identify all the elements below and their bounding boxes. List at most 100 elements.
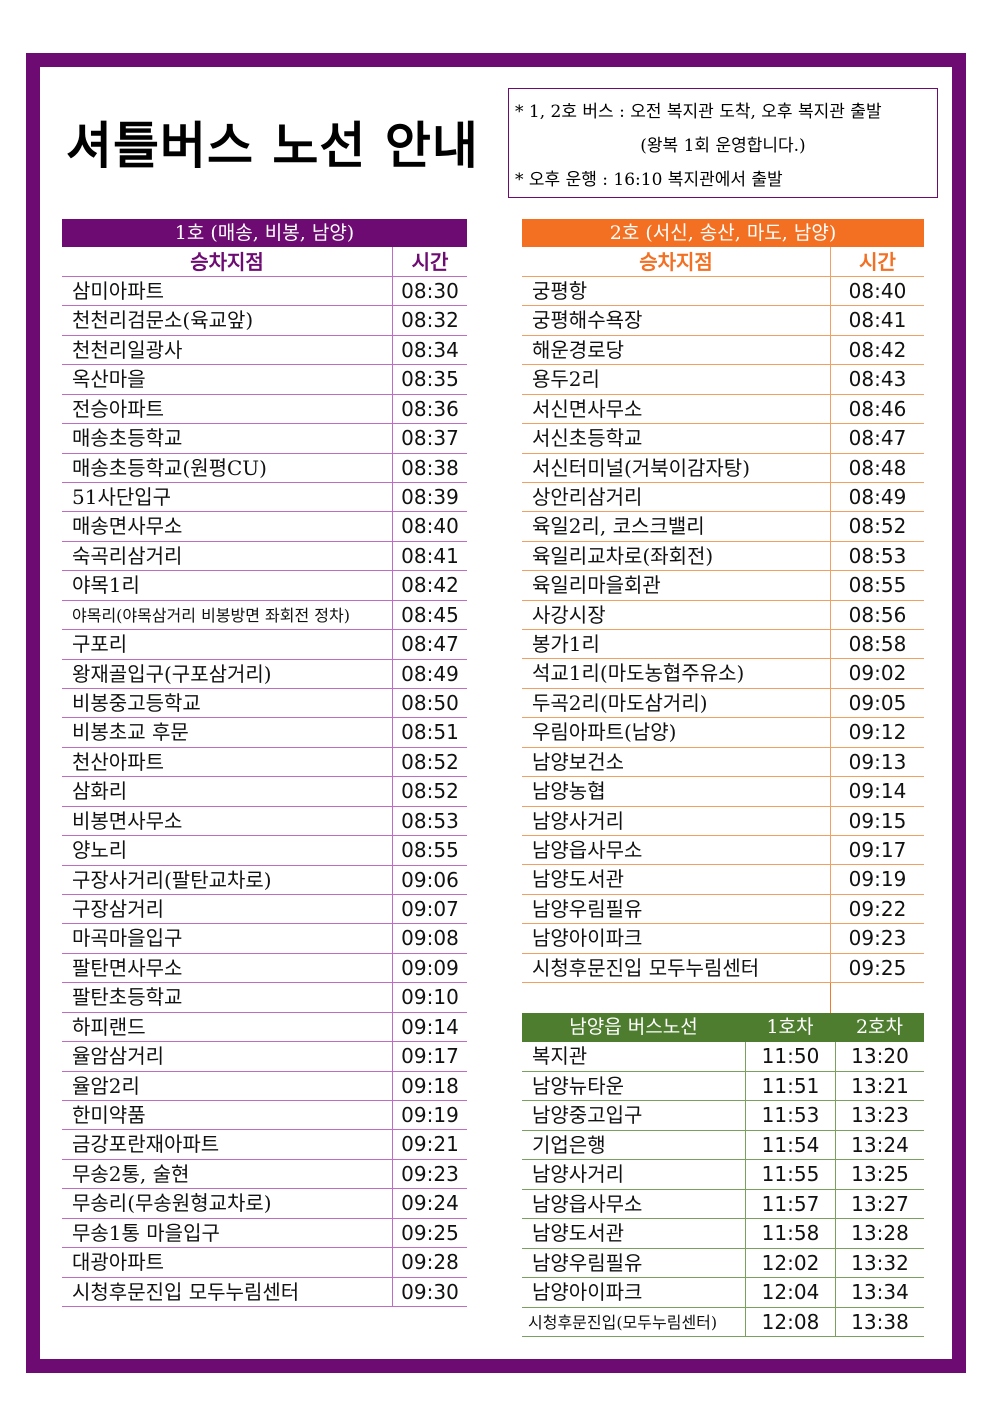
column-header: 승차지점 — [62, 247, 392, 277]
table-title: 2호 (서신, 송산, 마도, 남양) — [522, 219, 924, 247]
stop-time: 09:15 — [830, 806, 924, 836]
bus-time: 13:34 — [835, 1278, 924, 1308]
stop-name: 야목1리 — [62, 571, 392, 601]
stop-name: 우림아파트(남양) — [522, 718, 830, 748]
stop-time: 09:23 — [392, 1159, 467, 1190]
bus-time: 11:55 — [745, 1160, 835, 1190]
stop-name: 매송초등학교(원평CU) — [62, 454, 392, 483]
stop-time: 09:18 — [392, 1071, 467, 1102]
stop-time: 09:13 — [830, 747, 924, 778]
stop-name: 남양읍사무소 — [522, 836, 830, 866]
stop-time: 08:41 — [392, 541, 467, 572]
stop-name: 대광아파트 — [62, 1248, 392, 1278]
stop-time: 09:12 — [830, 718, 924, 748]
stop-time: 09:23 — [830, 924, 924, 954]
stop-name: 팔탄면사무소 — [62, 954, 392, 984]
table-title: 1호 (매송, 비봉, 남양) — [62, 219, 467, 247]
stop-name: 양노리 — [62, 836, 392, 866]
bus-time: 12:04 — [745, 1278, 835, 1308]
stop-name: 마곡마을입구 — [62, 924, 392, 954]
bus-time: 13:20 — [835, 1042, 924, 1072]
stop-name: 하피랜드 — [62, 1013, 392, 1043]
stop-time: 09:06 — [392, 865, 467, 896]
stop-name: 두곡2리(마도삼거리) — [522, 689, 830, 719]
column-header: 시간 — [830, 247, 924, 277]
stop-name: 남양읍사무소 — [522, 1190, 745, 1219]
stop-time: 09:05 — [830, 688, 924, 719]
stop-name: 매송면사무소 — [62, 512, 392, 542]
bus-time: 11:58 — [745, 1219, 835, 1249]
stop-time: 08:32 — [392, 306, 467, 336]
bus-time: 11:54 — [745, 1130, 835, 1160]
stop-name: 한미약품 — [62, 1101, 392, 1131]
stop-time: 08:50 — [392, 689, 467, 719]
stop-time: 09:28 — [392, 1248, 467, 1278]
stop-time: 09:10 — [392, 983, 467, 1013]
stop-name: 무송리(무송원형교차로) — [62, 1189, 392, 1219]
bus-time: 11:51 — [745, 1071, 835, 1101]
stop-name: 복지관 — [522, 1042, 745, 1072]
stop-time: 08:37 — [392, 424, 467, 454]
stop-time: 09:24 — [392, 1189, 467, 1219]
stop-name: 남양도서관 — [522, 1219, 745, 1249]
stop-name: 남양중고입구 — [522, 1101, 745, 1131]
bus-time: 13:24 — [835, 1130, 924, 1160]
stop-name: 육일리교차로(좌회전) — [522, 542, 830, 572]
stop-time: 08:45 — [392, 600, 467, 631]
stop-name: 사강시장 — [522, 601, 830, 631]
stop-name: 매송초등학교 — [62, 424, 392, 454]
column-header: 남양읍 버스노선 — [522, 1013, 745, 1042]
stop-name: 삼화리 — [62, 777, 392, 807]
stop-time: 09:25 — [392, 1218, 467, 1249]
stop-time: 08:47 — [830, 424, 924, 454]
stop-name: 남양우림필유 — [522, 1249, 745, 1278]
column-header: 1호차 — [745, 1013, 835, 1042]
stop-time: 09:19 — [392, 1101, 467, 1131]
bus-time: 11:57 — [745, 1189, 835, 1219]
stop-name: 천천리일광사 — [62, 336, 392, 366]
stop-name: 남양사거리 — [522, 807, 830, 836]
stop-name: 용두2리 — [522, 365, 830, 395]
stop-name: 상안리삼거리 — [522, 483, 830, 513]
stop-time: 08:52 — [392, 747, 467, 778]
stop-time: 09:02 — [830, 659, 924, 689]
stop-time: 09:17 — [392, 1042, 467, 1072]
stop-name: 석교1리(마도농협주유소) — [522, 659, 830, 689]
stop-name: 51사단입구 — [62, 483, 392, 513]
stop-time: 09:21 — [392, 1130, 467, 1160]
stop-name: 삼미아파트 — [62, 277, 392, 307]
stop-time: 08:40 — [392, 512, 467, 542]
stop-name: 육일리마을회관 — [522, 571, 830, 601]
stop-time: 08:53 — [392, 806, 467, 837]
stop-name: 옥산마을 — [62, 365, 392, 395]
stop-name: 남양농협 — [522, 777, 830, 807]
stop-name: 서신초등학교 — [522, 424, 830, 454]
stop-time: 08:52 — [830, 512, 924, 542]
stop-name: 해운경로당 — [522, 336, 830, 366]
stop-time: 09:14 — [392, 1012, 467, 1043]
note-box: * 1, 2호 버스 : 오전 복지관 도착, 오후 복지관 출발 (왕복 1회… — [508, 88, 938, 198]
stop-time: 08:49 — [392, 659, 467, 689]
stop-time: 08:39 — [392, 483, 467, 513]
bus-time: 13:27 — [835, 1189, 924, 1219]
stop-name: 금강포란재아파트 — [62, 1130, 392, 1160]
bus-time: 11:53 — [745, 1101, 835, 1131]
stop-time: 09:17 — [830, 835, 924, 866]
stop-name: 비봉중고등학교 — [62, 689, 392, 719]
title: 셔틀버스 노선 안내 — [66, 116, 479, 175]
stop-time: 09:22 — [830, 894, 924, 925]
stop-name: 시청후문진입 모두누림센터 — [522, 954, 830, 984]
stop-name: 천천리검문소(육교앞) — [62, 306, 392, 336]
stop-time: 08:42 — [392, 571, 467, 601]
stop-name: 비봉초교 후문 — [62, 718, 392, 748]
bus-time: 11:50 — [745, 1042, 835, 1072]
stop-time: 08:41 — [830, 306, 924, 336]
bus-time: 13:32 — [835, 1248, 924, 1278]
stop-name: 육일2리, 코스크밸리 — [522, 512, 830, 542]
stop-name: 숙곡리삼거리 — [62, 542, 392, 572]
stop-name: 전승아파트 — [62, 395, 392, 425]
stop-name: 남양사거리 — [522, 1160, 745, 1190]
stop-name: 구포리 — [62, 630, 392, 660]
stop-time: 09:14 — [830, 777, 924, 807]
